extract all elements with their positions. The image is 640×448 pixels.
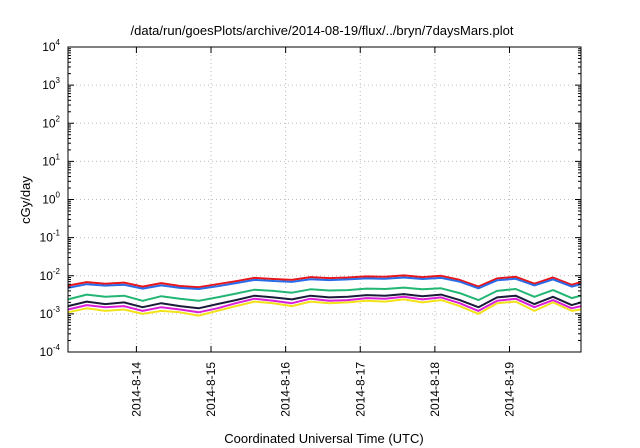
y-tick-base: 10 — [42, 193, 56, 207]
y-tick-label: 102 — [42, 114, 60, 130]
x-tick-label: 2014-8-18 — [428, 362, 442, 417]
y-tick-label: 101 — [42, 152, 60, 168]
x-tick-label: 2014-8-19 — [502, 362, 516, 417]
y-tick-base: 10 — [40, 307, 54, 321]
y-tick-label: 10-2 — [40, 267, 61, 283]
y-tick-base: 10 — [42, 116, 56, 130]
y-tick-label: 100 — [42, 191, 60, 207]
x-axis-label: Coordinated Universal Time (UTC) — [224, 431, 423, 446]
x-tick-label: 2014-8-14 — [129, 362, 143, 417]
series-line — [67, 293, 582, 310]
y-tick-exponent: -1 — [53, 229, 61, 238]
grid-lines — [68, 47, 581, 352]
y-tick-exponent: 4 — [56, 38, 61, 47]
y-tick-label: 10-1 — [40, 229, 61, 245]
x-tick-label: 2014-8-15 — [204, 362, 218, 417]
x-axis-ticks: 2014-8-14 2014-8-15 2014-8-16 2014-8-17 2014… — [129, 47, 516, 417]
y-tick-label: 10-4 — [40, 343, 61, 359]
y-tick-exponent: -2 — [53, 267, 61, 276]
y-tick-label: 10-3 — [40, 305, 61, 321]
series-line — [67, 295, 582, 314]
x-tick-label: 2014-8-16 — [279, 362, 293, 417]
y-tick-base: 10 — [40, 269, 54, 283]
series-lines — [67, 274, 582, 317]
y-tick-label: 103 — [42, 76, 60, 92]
chart-title: /data/run/goesPlots/archive/2014-08-19/f… — [131, 23, 514, 38]
x-tick-label: 2014-8-17 — [353, 362, 367, 417]
y-tick-exponent: 1 — [56, 152, 61, 161]
y-tick-exponent: 2 — [56, 114, 61, 123]
y-tick-base: 10 — [42, 40, 56, 54]
y-tick-exponent: 0 — [56, 191, 61, 200]
y-tick-base: 10 — [42, 78, 56, 92]
y-tick-base: 10 — [40, 345, 54, 359]
y-axis-label: cGy/day — [18, 176, 33, 224]
y-tick-base: 10 — [40, 231, 54, 245]
series-line — [67, 276, 582, 290]
series-line — [67, 274, 582, 289]
y-tick-exponent: -3 — [53, 305, 61, 314]
y-tick-exponent: -4 — [53, 343, 61, 352]
series-line — [67, 298, 582, 317]
series-line — [67, 286, 582, 302]
y-tick-base: 10 — [42, 154, 56, 168]
y-tick-label: 104 — [42, 38, 60, 54]
y-tick-exponent: 3 — [56, 76, 61, 85]
